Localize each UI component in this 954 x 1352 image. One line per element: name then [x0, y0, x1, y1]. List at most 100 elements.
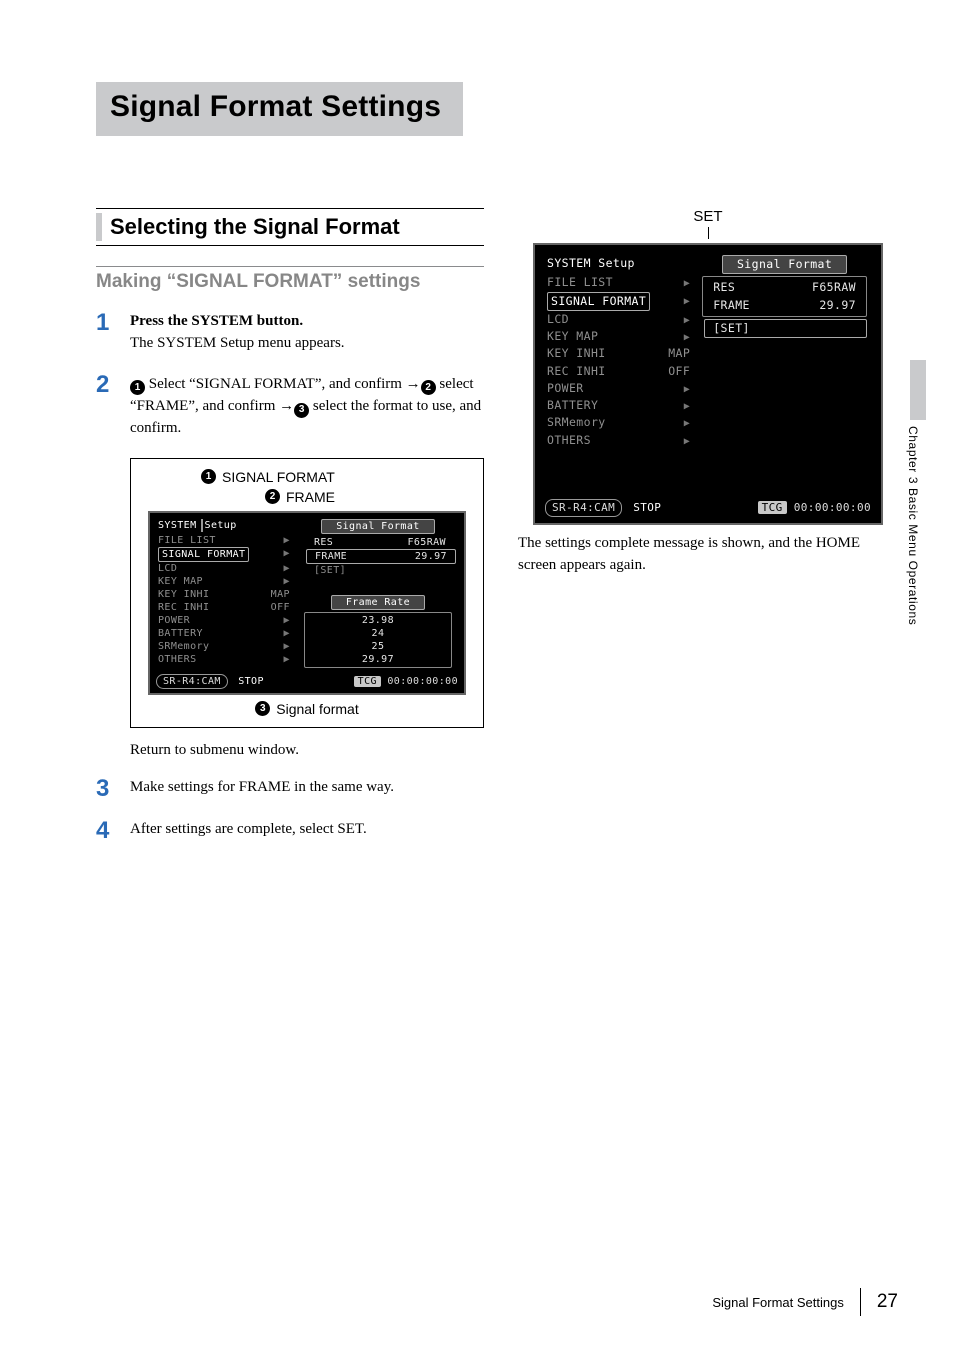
menu-item-label: BATTERY — [158, 627, 203, 640]
right-caption: The settings complete message is shown, … — [518, 533, 868, 577]
menu-item-value: ▶ — [684, 274, 690, 291]
step-3-num: 3 — [96, 777, 112, 801]
menu-item: LCD ▶ — [545, 311, 698, 328]
menu-item-value: ▶ — [284, 562, 290, 575]
menu-item-label: SIGNAL FORMAT — [547, 292, 650, 311]
menu-item: OTHERS▶ — [156, 653, 298, 666]
menu-item: FILE LIST▶ — [545, 274, 698, 291]
menu-item-label: OTHERS — [547, 432, 591, 449]
screen-heading: SYSTEM Setup — [156, 519, 298, 532]
page-title: Signal Format Settings — [110, 90, 441, 123]
menu-item: REC INHI OFF — [156, 601, 298, 614]
menu-item-label: REC INHI — [158, 601, 209, 614]
page-footer: Signal Format Settings 27 — [0, 1288, 898, 1316]
menu-item-label: LCD — [158, 562, 177, 575]
menu-item-label: KEY INHI — [547, 345, 606, 362]
side-tab-block — [910, 360, 926, 420]
menu-item-label: POWER — [158, 614, 190, 627]
menu-item-value: MAP — [271, 588, 290, 601]
step-2-body: 1 Select “SIGNAL FORMAT”, and confirm →2… — [130, 373, 484, 440]
menu-item-value: ▶ — [284, 640, 290, 653]
rate-option: 23.98 — [315, 614, 441, 627]
menu-item: SRMemory ▶ — [156, 640, 298, 653]
fig-fr-text: FRAME — [286, 489, 335, 505]
menu-item: KEY INHI MAP — [156, 588, 298, 601]
panel-frame-val: 29.97 — [415, 550, 447, 563]
menu-item: FILE LIST▶ — [156, 534, 298, 547]
panel-frame-lbl: FRAME — [713, 297, 750, 314]
step-4: 4 After settings are complete, select SE… — [96, 819, 484, 843]
footer-text: Signal Format Settings — [712, 1295, 844, 1310]
step-3-bold: Make settings for FRAME in the same way. — [130, 777, 394, 801]
screen-body: SYSTEM Setup FILE LIST▶SIGNAL FORMAT ▶ LCD… — [156, 519, 458, 670]
menu-item-value: ▶ — [684, 397, 690, 414]
panel-res: RES F65RAW — [298, 536, 458, 549]
circle-3-icon: 3 — [294, 403, 309, 418]
status-left: SR-R4:CAM — [156, 674, 228, 689]
panel-frame-val: 29.97 — [819, 297, 856, 314]
menu-item-value: ▶ — [284, 547, 290, 562]
subheading-rule — [96, 266, 484, 267]
menu-item-label: SIGNAL FORMAT — [158, 547, 249, 562]
rate-option: 29.97 — [315, 653, 441, 666]
menu-item-label: REC INHI — [547, 363, 606, 380]
screen-heading: SYSTEM Setup — [545, 255, 698, 272]
menu-item-value: ▶ — [684, 432, 690, 449]
menu-item-value: ▶ — [684, 311, 690, 328]
menu-item-label: BATTERY — [547, 397, 598, 414]
side-tab-text: Chapter 3 Basic Menu Operations — [906, 426, 920, 625]
panel-frame-lbl: FRAME — [315, 550, 347, 563]
menu-item: KEY MAP▶ — [156, 575, 298, 588]
menu-item: SIGNAL FORMAT ▶ — [156, 547, 298, 562]
status-tc: 00:00:00:00 — [794, 501, 871, 514]
set-label: SET — [533, 208, 883, 225]
panel-res-val: F65RAW — [812, 279, 856, 296]
menu-item-label: LCD — [547, 311, 569, 328]
screen-heading-r: Setup — [205, 519, 237, 532]
section-heading: Selecting the Signal Format — [96, 208, 484, 246]
menu-item-label: SRMemory — [158, 640, 209, 653]
step-4-bold: After settings are complete, select SET. — [130, 819, 367, 843]
subheading: Making “SIGNAL FORMAT” settings — [96, 271, 484, 293]
circle-2-icon: 2 — [421, 380, 436, 395]
menu-item: OTHERS ▶ — [545, 432, 698, 449]
menu-item-label: KEY INHI — [158, 588, 209, 601]
menu-item-label: KEY MAP — [547, 328, 598, 345]
screen-left-col: SYSTEM Setup FILE LIST▶SIGNAL FORMAT▶LCD… — [545, 255, 698, 449]
rate-option: 25 — [315, 640, 441, 653]
menu-item: SIGNAL FORMAT▶ — [545, 292, 698, 311]
fig-sf-label: 1 SIGNAL FORMAT — [145, 469, 469, 485]
panel-sf-title: Signal Format — [298, 519, 458, 534]
step-1-num: 1 — [96, 311, 112, 355]
menu-item: KEY MAP ▶ — [545, 328, 698, 345]
menu-item: SRMemory▶ — [545, 414, 698, 431]
circle-2-icon: 2 — [265, 489, 280, 504]
step-1-plain: The SYSTEM Setup menu appears. — [130, 335, 345, 351]
content-columns: Selecting the Signal Format Making “SIGN… — [96, 208, 898, 861]
fig-fr-label: 2 FRAME — [145, 489, 469, 505]
menu-item: POWER ▶ — [156, 614, 298, 627]
step-2-num: 2 — [96, 373, 112, 440]
menu-item-label: SRMemory — [547, 414, 606, 431]
menu-item: REC INHI OFF — [545, 363, 698, 380]
panel-res: RES F65RAW — [707, 279, 862, 296]
menu-item-value: OFF — [668, 363, 690, 380]
status-stop: STOP — [633, 501, 661, 514]
figure-box: 1 SIGNAL FORMAT 2 FRAME SYSTEM Setup — [130, 458, 484, 728]
circle-1-icon: 1 — [130, 380, 145, 395]
menu-item-value: ▶ — [284, 575, 290, 588]
menu-item-value: ▶ — [284, 614, 290, 627]
right-column: SET SYSTEM Setup FILE LIST▶SIGNAL FORMAT… — [518, 208, 898, 577]
fig-sig-text: Signal format — [276, 701, 358, 717]
arrow-icon: → — [279, 397, 294, 414]
menu-item: KEY INHIMAP — [545, 345, 698, 362]
screen-left-col: SYSTEM Setup FILE LIST▶SIGNAL FORMAT ▶ LCD… — [156, 519, 298, 670]
panel-set: [SET] — [298, 564, 458, 577]
panel-frame: FRAME 29.97 — [306, 549, 456, 564]
circle-1-icon: 1 — [201, 469, 216, 484]
menu-item-value: OFF — [271, 601, 290, 614]
set-tick-icon — [708, 227, 709, 239]
panel-set-lbl: [SET] — [314, 564, 346, 577]
panel-set-lbl: [SET] — [713, 320, 750, 337]
menu-item-value: ▶ — [684, 328, 690, 345]
